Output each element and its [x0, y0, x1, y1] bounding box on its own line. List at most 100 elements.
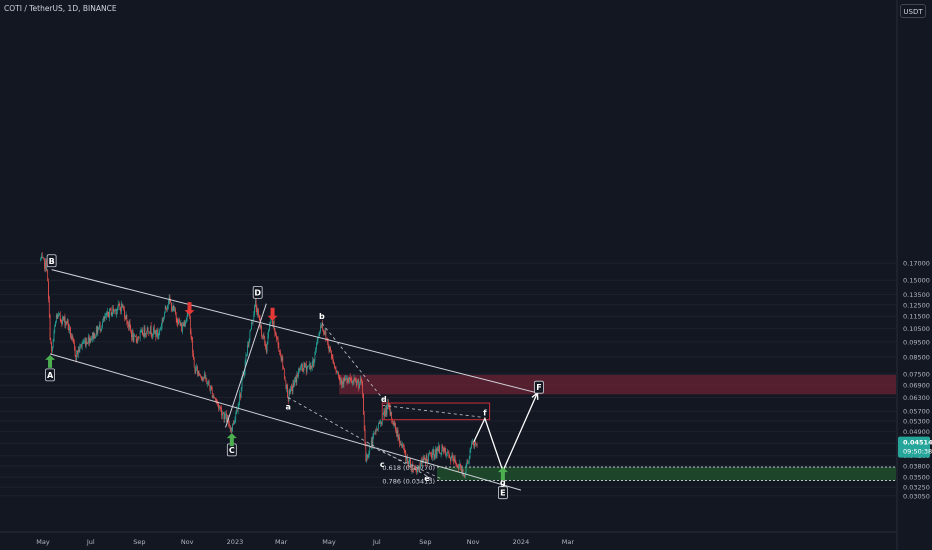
candle-down — [92, 332, 94, 340]
candle-up — [196, 366, 197, 368]
candle-up — [356, 382, 358, 386]
x-tick-label: Jul — [372, 538, 381, 546]
candle-down — [225, 413, 227, 423]
x-tick-label: May — [36, 538, 50, 546]
candle-up — [225, 413, 226, 416]
candle-up — [301, 363, 302, 368]
candle-up — [345, 378, 347, 379]
candle-down — [276, 335, 277, 339]
candle-up — [367, 457, 369, 458]
candle-down — [415, 468, 417, 470]
wave-label: d — [381, 395, 387, 404]
candle-down — [88, 336, 90, 344]
candle-up — [97, 329, 99, 334]
candle-down — [222, 413, 224, 414]
y-tick-label: 0.06900 — [903, 382, 930, 390]
candle-down — [448, 452, 450, 456]
last-price-box — [898, 436, 930, 458]
candle-up — [121, 303, 122, 312]
candle-up — [182, 324, 183, 332]
channel-top-line — [51, 269, 540, 394]
candle-down — [170, 301, 172, 303]
candle-down — [255, 300, 257, 309]
candle-up — [85, 341, 87, 346]
candle-up — [378, 422, 380, 424]
candle-up — [235, 413, 237, 420]
candle-down — [311, 365, 313, 368]
candle-up — [300, 367, 302, 370]
candle-down — [223, 413, 225, 420]
candle-up — [52, 340, 54, 347]
candle-down — [305, 363, 307, 372]
candle-up — [347, 379, 349, 383]
candle-down — [293, 383, 295, 386]
candle-up — [163, 316, 165, 321]
wave-label: B — [49, 257, 55, 266]
candle-down — [395, 423, 396, 431]
candle-up — [253, 314, 255, 320]
candle-up — [267, 336, 269, 344]
candle-down — [397, 430, 399, 439]
candle-down — [338, 372, 339, 376]
candle-up — [237, 407, 239, 411]
candle-up — [343, 377, 345, 384]
candle-up — [167, 305, 168, 310]
candle-up — [249, 331, 251, 341]
candle-down — [287, 384, 288, 398]
candle-up — [79, 344, 81, 352]
candle-down — [412, 464, 414, 470]
candle-up — [149, 326, 151, 334]
candle-up — [269, 322, 271, 326]
candle-down — [456, 462, 458, 466]
candle-down — [392, 420, 394, 426]
y-axis[interactable]: 0.17000 0.15000 0.13500 0.12500 0.11500 0.105… — [896, 0, 932, 550]
candle-down — [218, 404, 219, 408]
x-tick-label: 2023 — [227, 538, 244, 546]
candle-down — [99, 324, 101, 330]
candle-up — [224, 415, 226, 420]
candle-up — [82, 343, 84, 344]
candle-up — [353, 378, 355, 382]
candle-up — [93, 333, 95, 340]
candle-down — [190, 331, 192, 338]
candle-down — [429, 452, 431, 454]
candle-up — [41, 255, 42, 259]
candle-up — [468, 458, 470, 461]
candle-up — [236, 409, 237, 414]
candle-up — [149, 333, 150, 334]
currency-button[interactable]: USDT — [900, 4, 926, 18]
candle-down — [173, 305, 175, 310]
candle-down — [262, 335, 263, 337]
candle-down — [379, 422, 381, 424]
candle-up — [436, 449, 438, 456]
candle-down — [273, 320, 275, 330]
y-tick-label: 0.04900 — [903, 428, 930, 436]
wave-label: e — [424, 474, 430, 483]
candle-down — [165, 306, 167, 309]
candle-down — [258, 315, 260, 318]
candle-down — [192, 340, 193, 354]
candle-up — [42, 257, 44, 259]
candle-down — [233, 423, 234, 425]
candle-up — [257, 309, 259, 315]
candle-down — [179, 322, 181, 326]
candle-up — [205, 378, 207, 379]
x-axis[interactable]: May Jul Sep Nov 2023 Mar May Jul Sep Nov 2024 Mar — [0, 531, 896, 546]
candle-down — [56, 315, 58, 319]
candle-up — [99, 324, 100, 328]
candle-down — [66, 321, 67, 324]
channel-bottom-line — [49, 353, 522, 491]
candle-down — [362, 384, 364, 395]
candle-down — [67, 319, 69, 326]
candle-down — [236, 409, 238, 411]
candle-up — [396, 430, 398, 434]
candle-down — [367, 454, 368, 458]
candle-down — [256, 308, 258, 315]
candle-down — [276, 338, 278, 340]
candle-up — [240, 387, 242, 398]
candle-down — [87, 343, 89, 344]
candle-down — [73, 339, 74, 343]
candle-up — [393, 422, 395, 426]
candle-up — [154, 331, 156, 332]
